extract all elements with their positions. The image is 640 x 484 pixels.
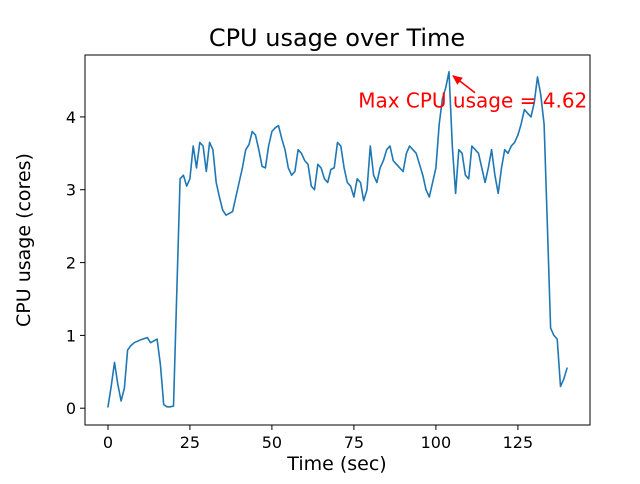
y-axis-ticks: 0 1 2 3 4 [66,108,85,418]
annotation-arrow [452,75,476,94]
x-axis-label: Time (sec) [286,453,386,475]
x-tick-label: 100 [421,433,452,452]
x-tick-label: 125 [503,433,534,452]
x-tick-label: 25 [180,433,200,452]
y-tick-label: 4 [66,108,76,127]
chart-title: CPU usage over Time [209,24,465,52]
plot-area-border [84,54,591,426]
annotation-text: Max CPU usage = 4.62 [358,88,587,112]
y-tick-label: 2 [66,254,76,273]
y-tick-label: 1 [66,326,76,345]
x-axis-ticks: 0 25 50 75 100 125 [103,425,533,452]
y-tick-label: 0 [66,399,76,418]
x-tick-label: 50 [262,433,282,452]
x-tick-label: 75 [344,433,364,452]
y-tick-label: 3 [66,181,76,200]
y-axis-label: CPU usage (cores) [13,153,35,327]
x-tick-label: 0 [103,433,113,452]
series-line [107,71,568,408]
